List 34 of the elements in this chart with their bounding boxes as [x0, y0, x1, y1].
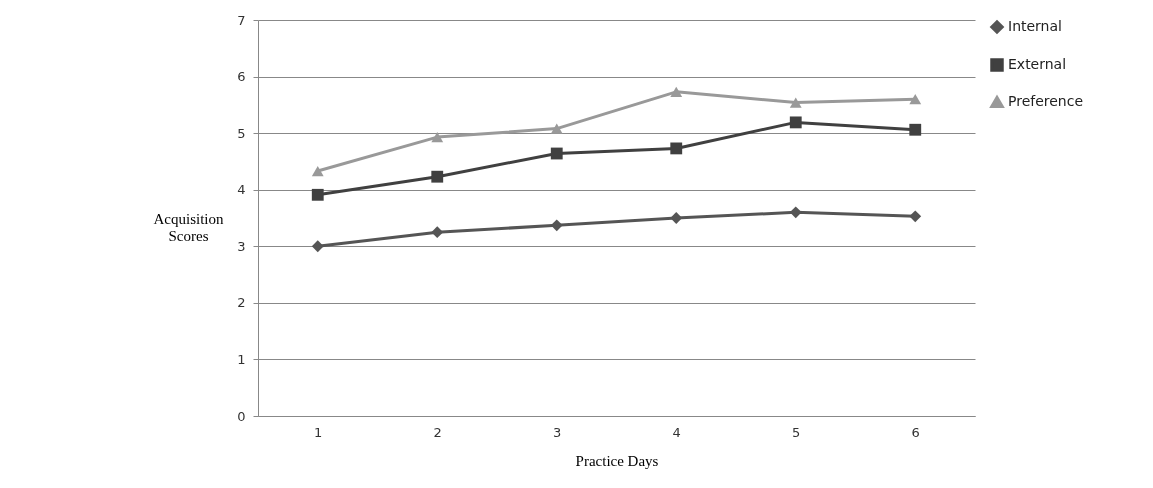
y-axis-title: Acquisition Scores — [153, 210, 224, 244]
point — [909, 123, 922, 136]
point — [431, 131, 444, 143]
y-tick-label: 1 — [237, 351, 246, 367]
legend-label: Preference — [1008, 93, 1084, 109]
x-tick-label: 3 — [553, 424, 562, 440]
y-tick-label: 7 — [237, 12, 246, 28]
point — [550, 147, 563, 160]
y-tick-label: 5 — [237, 125, 246, 141]
point — [431, 226, 444, 239]
point — [909, 210, 922, 223]
legend-label: External — [1008, 56, 1067, 72]
y-tick-label: 6 — [237, 69, 246, 85]
point — [550, 123, 563, 134]
x-tick-label: 5 — [792, 424, 801, 440]
point — [311, 240, 324, 253]
y-tick-label: 2 — [237, 295, 246, 311]
x-tick-label: 6 — [911, 424, 920, 440]
point — [431, 170, 444, 183]
point — [311, 165, 324, 177]
x-tick-label: 1 — [314, 424, 323, 440]
point — [670, 86, 683, 97]
point — [789, 97, 802, 108]
point — [670, 142, 683, 155]
y-tick-label: 0 — [237, 408, 246, 424]
x-tick-label: 2 — [433, 424, 442, 440]
point — [311, 188, 324, 201]
point — [909, 94, 922, 105]
x-tick-label: 4 — [672, 424, 681, 440]
y-tick-label: 3 — [237, 238, 246, 254]
legend-label: Internal — [1008, 18, 1062, 34]
x-axis-title: Practice Days — [575, 452, 659, 469]
y-tick-label: 4 — [237, 182, 246, 198]
point — [789, 116, 802, 129]
